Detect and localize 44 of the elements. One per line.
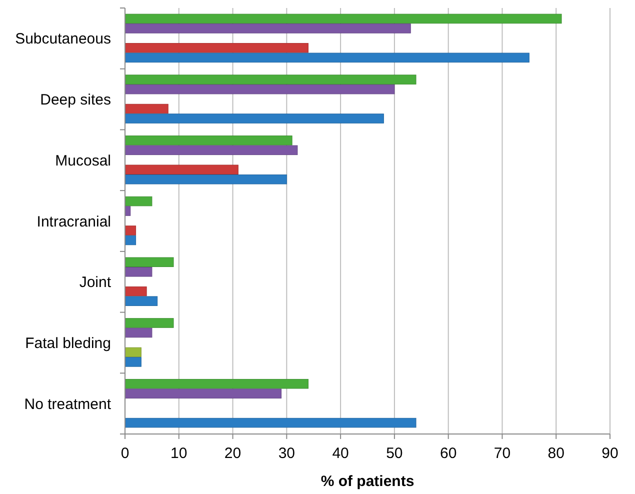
- bar: [124, 164, 238, 175]
- y-tick-label: Intracranial: [36, 213, 111, 230]
- y-tick-label: Mucosal: [55, 152, 111, 170]
- bar: [124, 388, 282, 398]
- x-tick-label: 10: [170, 445, 188, 462]
- bar: [124, 24, 411, 34]
- bar: [124, 257, 174, 268]
- bar: [124, 418, 416, 428]
- bar: [124, 347, 142, 358]
- bar: [124, 235, 136, 246]
- bar: [124, 196, 152, 206]
- bar: [124, 296, 158, 306]
- bar: [124, 357, 142, 367]
- y-tick-label: No treatment: [24, 396, 112, 413]
- bar: [124, 174, 287, 184]
- x-tick-label: 60: [440, 445, 457, 462]
- y-tick-label: Subcutaneous: [15, 30, 111, 48]
- bar: [124, 114, 384, 124]
- bar: [124, 328, 152, 338]
- bar: [124, 267, 152, 277]
- bar: [124, 43, 308, 53]
- bar: [124, 378, 308, 389]
- bar: [124, 318, 174, 328]
- y-tick-label: Joint: [79, 274, 112, 292]
- bar: [124, 136, 292, 146]
- x-tick-label: 20: [224, 445, 242, 462]
- bar: [124, 74, 416, 84]
- y-tick-label: Fatal bleding: [25, 334, 111, 352]
- bar: [124, 52, 530, 63]
- bar: [124, 286, 147, 296]
- y-tick-label: Deep sites: [40, 92, 111, 109]
- bar: [124, 226, 136, 236]
- bar: [124, 84, 395, 94]
- x-tick-label: 80: [548, 445, 564, 462]
- x-tick-label: 50: [386, 445, 403, 462]
- x-axis-title: % of patients: [320, 473, 414, 490]
- bar: [124, 145, 298, 156]
- x-tick-label: 90: [602, 445, 618, 462]
- bar: [124, 104, 168, 114]
- x-tick-label: 70: [494, 445, 511, 462]
- x-tick-label: 0: [120, 445, 130, 462]
- bar: [124, 14, 562, 24]
- x-tick-label: 40: [332, 445, 349, 462]
- x-tick-label: 30: [278, 445, 296, 462]
